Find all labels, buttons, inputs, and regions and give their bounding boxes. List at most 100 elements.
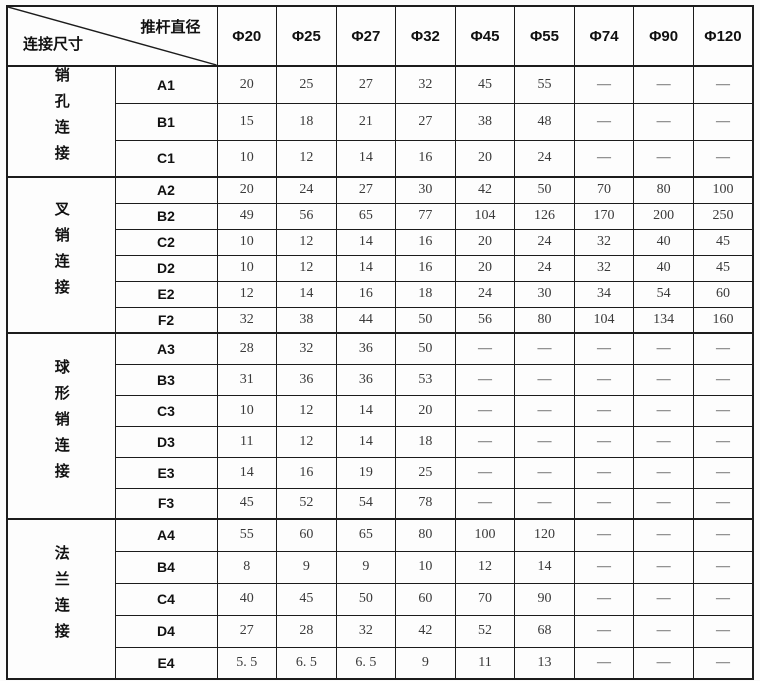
- data-cell: —: [692, 332, 754, 365]
- data-cell: 14: [335, 394, 397, 427]
- data-cell: 36: [335, 332, 397, 365]
- row-label: F2: [114, 306, 218, 334]
- data-cell: 54: [335, 487, 397, 520]
- data-cell: —: [573, 456, 635, 489]
- data-cell: 65: [335, 202, 397, 230]
- data-cell: —: [573, 425, 635, 458]
- data-cell: 134: [633, 306, 694, 334]
- data-cell: —: [692, 614, 754, 648]
- data-cell: 12: [276, 228, 337, 256]
- col-header-phi20: Φ20: [216, 5, 278, 67]
- data-cell: 55: [216, 518, 278, 552]
- data-cell: 14: [335, 254, 397, 282]
- data-cell: 20: [454, 139, 516, 178]
- group-label-spherical-pin-connection: 球形销连接: [6, 332, 116, 520]
- col-header-phi45: Φ45: [454, 5, 516, 67]
- col-header-phi90: Φ90: [633, 5, 694, 67]
- data-cell: 10: [216, 394, 278, 427]
- data-cell: 60: [276, 518, 337, 552]
- data-cell: 10: [395, 550, 456, 584]
- data-cell: 45: [216, 487, 278, 520]
- data-cell: 120: [514, 518, 575, 552]
- data-cell: 16: [395, 254, 456, 282]
- data-cell: 32: [395, 65, 456, 104]
- data-cell: 24: [514, 139, 575, 178]
- data-cell: —: [633, 582, 694, 616]
- table-row: C1 10 12 14 16 20 24 — — —: [7, 139, 754, 178]
- data-cell: 10: [216, 139, 278, 178]
- data-cell: 20: [395, 394, 456, 427]
- data-cell: —: [633, 456, 694, 489]
- data-cell: 8: [216, 550, 278, 584]
- data-cell: —: [692, 425, 754, 458]
- data-cell: 18: [395, 425, 456, 458]
- table-row: B3 31 36 36 53 — — — — —: [7, 363, 754, 396]
- row-label: E2: [114, 280, 218, 308]
- data-cell: 42: [395, 614, 456, 648]
- data-cell: 90: [514, 582, 575, 616]
- data-cell: 20: [216, 176, 278, 204]
- diagonal-divider-line: [8, 7, 217, 65]
- data-cell: —: [573, 518, 635, 552]
- data-cell: 80: [395, 518, 456, 552]
- corner-label-rod-diameter: 推杆直径: [140, 19, 201, 36]
- data-cell: 16: [395, 139, 456, 178]
- data-cell: 12: [216, 280, 278, 308]
- table-row: F2 32 38 44 50 56 80 104 134 160: [7, 306, 754, 334]
- col-header-phi74: Φ74: [573, 5, 635, 67]
- row-label: C2: [114, 228, 218, 256]
- table-row: 叉销连接 A2 20 24 27 30 42 50 70 80 100: [6, 176, 754, 334]
- data-cell: 50: [395, 306, 456, 334]
- data-cell: 80: [633, 176, 694, 204]
- data-cell: —: [692, 487, 754, 520]
- data-cell: 15: [216, 102, 278, 141]
- data-cell: 14: [514, 550, 575, 584]
- corner-cell: 推杆直径 连接尺寸: [6, 5, 218, 67]
- data-cell: 70: [454, 582, 516, 616]
- data-cell: 14: [276, 280, 337, 308]
- data-cell: 14: [335, 139, 397, 178]
- data-cell: —: [514, 394, 575, 427]
- corner-label-connection-size: 连接尺寸: [23, 36, 84, 53]
- data-cell: —: [692, 518, 754, 552]
- col-header-phi25: Φ25: [276, 5, 337, 67]
- data-cell: 28: [276, 614, 337, 648]
- data-cell: —: [573, 646, 635, 680]
- data-cell: —: [692, 394, 754, 427]
- data-cell: —: [573, 550, 635, 584]
- data-cell: 48: [514, 102, 575, 141]
- row-label: B3: [114, 363, 218, 396]
- data-cell: 50: [514, 176, 575, 204]
- data-cell: 40: [633, 228, 694, 256]
- data-cell: —: [633, 518, 694, 552]
- data-cell: —: [514, 363, 575, 396]
- data-cell: 16: [335, 280, 397, 308]
- data-cell: —: [633, 139, 694, 178]
- data-cell: 27: [216, 614, 278, 648]
- data-cell: 36: [276, 363, 337, 396]
- data-cell: 12: [276, 139, 337, 178]
- data-cell: 100: [454, 518, 516, 552]
- row-label: F3: [114, 487, 218, 520]
- data-cell: —: [514, 456, 575, 489]
- data-cell: —: [573, 65, 635, 104]
- col-header-phi27: Φ27: [335, 5, 397, 67]
- data-cell: 45: [692, 254, 754, 282]
- data-cell: 14: [335, 425, 397, 458]
- table-row: E4 5. 5 6. 5 6. 5 9 11 13 — — —: [7, 646, 754, 680]
- data-cell: 36: [335, 363, 397, 396]
- data-cell: 250: [692, 202, 754, 230]
- row-label: E3: [114, 456, 218, 489]
- data-cell: 50: [335, 582, 397, 616]
- col-header-phi120: Φ120: [692, 5, 754, 67]
- data-cell: 13: [514, 646, 575, 680]
- data-cell: 18: [395, 280, 456, 308]
- data-cell: 60: [692, 280, 754, 308]
- data-cell: —: [692, 102, 754, 141]
- data-cell: —: [573, 614, 635, 648]
- data-cell: 25: [276, 65, 337, 104]
- data-cell: 50: [395, 332, 456, 365]
- data-cell: 20: [454, 228, 516, 256]
- data-cell: 78: [395, 487, 456, 520]
- data-cell: —: [633, 394, 694, 427]
